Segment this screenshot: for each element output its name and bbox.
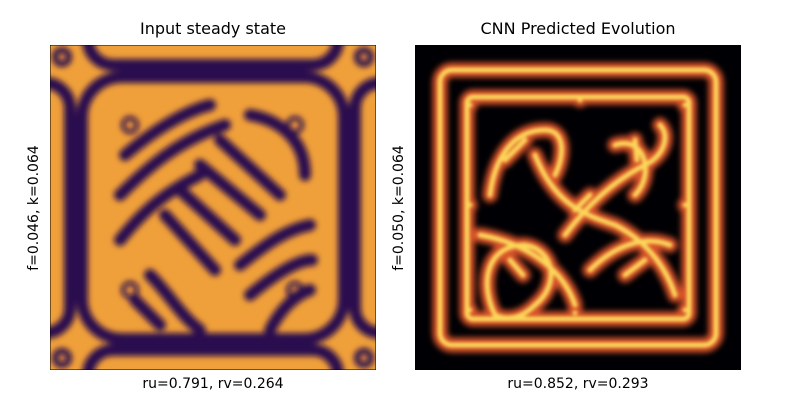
x-label: ru=0.791, rv=0.264 [142,376,283,392]
right-image [415,45,741,370]
left-image [50,45,376,370]
panel-title: Input steady state [140,19,286,38]
panel-title: CNN Predicted Evolution [481,19,676,38]
y-label: f=0.050, k=0.064 [391,145,407,271]
y-label: f=0.046, k=0.064 [26,145,42,271]
x-label: ru=0.852, rv=0.293 [507,376,648,392]
